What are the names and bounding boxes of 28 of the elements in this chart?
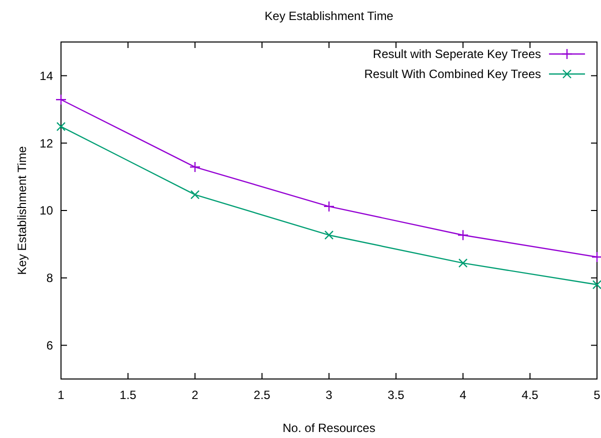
point xyxy=(457,230,469,241)
x-tick-label: 2 xyxy=(192,388,199,402)
chart-title: Key Establishment Time xyxy=(264,9,394,23)
point xyxy=(189,161,201,173)
x-tick-label: 4.5 xyxy=(522,388,539,402)
y-tick-label: 10 xyxy=(40,204,54,218)
point xyxy=(592,280,601,290)
y-tick-label: 8 xyxy=(46,271,54,286)
point xyxy=(324,230,334,240)
x-tick-label: 2.5 xyxy=(254,388,271,402)
x-tick-label: 3 xyxy=(326,388,333,402)
x-tick-label: 1.5 xyxy=(120,388,137,402)
legend-label: Result With Combined Key Trees xyxy=(364,67,541,82)
y-tick-label: 14 xyxy=(40,68,54,83)
x-tick-label: 5 xyxy=(594,388,601,402)
point xyxy=(56,122,66,132)
x-tick-label: 4 xyxy=(460,388,467,402)
legend-label: Result with Seperate Key Trees xyxy=(372,47,541,62)
y-axis-title: Key Establishment Time xyxy=(15,146,29,275)
x-axis-title: No. of Resources xyxy=(282,421,376,435)
point xyxy=(458,258,468,268)
y-tick-label: 6 xyxy=(46,338,54,352)
point xyxy=(190,190,200,200)
y-tick-label: 12 xyxy=(40,136,54,150)
x-tick-label: 3.5 xyxy=(388,388,405,402)
x-tick-label: 1 xyxy=(58,388,65,402)
point xyxy=(55,94,67,106)
point xyxy=(323,200,335,212)
